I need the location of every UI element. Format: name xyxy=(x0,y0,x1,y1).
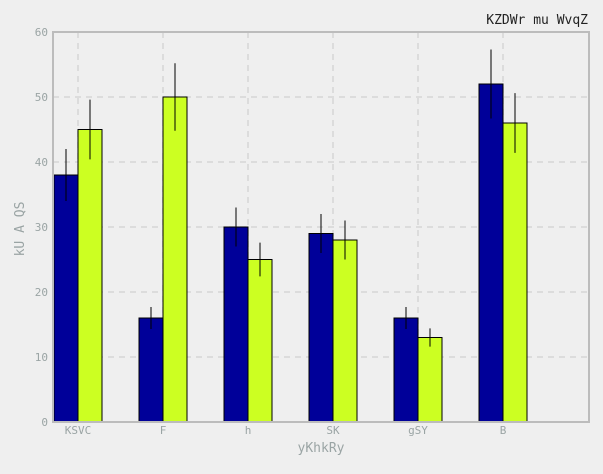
bar xyxy=(53,174,79,423)
y-tick-label: 40 xyxy=(35,156,48,169)
bar xyxy=(162,96,188,423)
y-tick-label: 20 xyxy=(35,286,48,299)
plot-frame xyxy=(52,31,590,423)
bar xyxy=(223,226,249,423)
y-axis-label: kU A QS xyxy=(13,202,28,257)
chart-title: KZDWr mu WvqZ xyxy=(486,13,588,28)
x-tick-label: gSY xyxy=(408,424,428,437)
x-tick-label: SK xyxy=(326,424,340,437)
y-tick-label: 60 xyxy=(35,26,48,39)
bar xyxy=(77,129,103,423)
bar xyxy=(332,239,358,423)
bar xyxy=(393,317,419,423)
x-axis-label: yKhkRy xyxy=(298,441,345,456)
bar xyxy=(478,83,504,423)
x-tick-label: KSVC xyxy=(65,424,92,437)
bar xyxy=(247,259,273,423)
y-tick-label: 30 xyxy=(35,221,48,234)
x-tick-label: B xyxy=(500,424,507,437)
x-tick-label: h xyxy=(245,424,252,437)
x-tick-label: F xyxy=(160,424,167,437)
bar xyxy=(308,233,334,423)
y-tick-label: 0 xyxy=(41,416,48,429)
y-tick-label: 10 xyxy=(35,351,48,364)
bar xyxy=(502,122,528,423)
bar xyxy=(138,317,164,423)
bar xyxy=(417,337,443,423)
y-tick-label: 50 xyxy=(35,91,48,104)
